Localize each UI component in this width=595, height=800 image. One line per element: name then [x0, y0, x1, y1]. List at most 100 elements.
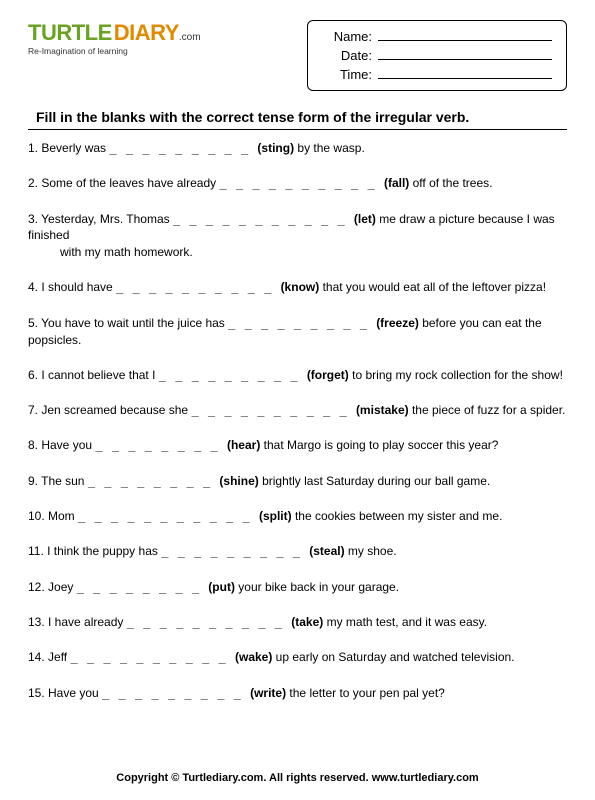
verb-hint: (steal) — [309, 544, 344, 558]
question-pre: I should have — [41, 280, 116, 294]
question-item: 5. You have to wait until the juice has … — [28, 315, 567, 349]
question-pre: Have you — [48, 686, 102, 700]
answer-blank[interactable]: _ _ _ _ _ _ _ _ _ _ — [219, 176, 384, 190]
question-number: 4. — [28, 280, 41, 294]
question-number: 3. — [28, 212, 41, 226]
answer-blank[interactable]: _ _ _ _ _ _ _ _ _ _ — [127, 615, 292, 629]
question-item: 8. Have you _ _ _ _ _ _ _ _ (hear) that … — [28, 437, 567, 454]
logo-text: TURTLE DIARY .com — [28, 20, 201, 46]
question-pre: Jeff — [48, 650, 70, 664]
question-item: 12. Joey _ _ _ _ _ _ _ _ (put) your bike… — [28, 579, 567, 596]
question-item: 2. Some of the leaves have already _ _ _… — [28, 175, 567, 192]
question-item: 4. I should have _ _ _ _ _ _ _ _ _ _ (kn… — [28, 279, 567, 296]
verb-hint: (hear) — [227, 438, 260, 452]
answer-blank[interactable]: _ _ _ _ _ _ _ _ _ — [228, 316, 376, 330]
time-row: Time: — [322, 65, 552, 82]
questions-list: 1. Beverly was _ _ _ _ _ _ _ _ _ (sting)… — [28, 140, 567, 701]
separator — [28, 129, 567, 130]
answer-blank[interactable]: _ _ _ _ _ _ _ _ _ _ — [116, 280, 281, 294]
question-number: 13. — [28, 615, 48, 629]
question-item: 11. I think the puppy has _ _ _ _ _ _ _ … — [28, 543, 567, 560]
answer-blank[interactable]: _ _ _ _ _ _ _ _ — [88, 474, 220, 488]
answer-blank[interactable]: _ _ _ _ _ _ _ _ _ — [159, 368, 307, 382]
question-post: up early on Saturday and watched televis… — [272, 650, 514, 664]
answer-blank[interactable]: _ _ _ _ _ _ _ _ _ — [109, 141, 257, 155]
question-post: the piece of fuzz for a spider. — [409, 403, 566, 417]
logo: TURTLE DIARY .com Re-Imagination of lear… — [28, 20, 201, 56]
question-pre: Mom — [48, 509, 78, 523]
logo-part2: DIARY — [114, 20, 179, 46]
question-number: 14. — [28, 650, 48, 664]
answer-blank[interactable]: _ _ _ _ _ _ _ _ _ — [102, 686, 250, 700]
question-number: 12. — [28, 580, 48, 594]
question-item: 13. I have already _ _ _ _ _ _ _ _ _ _ (… — [28, 614, 567, 631]
answer-blank[interactable]: _ _ _ _ _ _ _ _ — [77, 580, 209, 594]
question-continuation: with my math homework. — [28, 244, 567, 261]
answer-blank[interactable]: _ _ _ _ _ _ _ _ _ _ — [70, 650, 235, 664]
verb-hint: (take) — [291, 615, 323, 629]
question-post: my math test, and it was easy. — [323, 615, 487, 629]
verb-hint: (freeze) — [376, 316, 419, 330]
question-item: 15. Have you _ _ _ _ _ _ _ _ _ (write) t… — [28, 685, 567, 702]
question-number: 2. — [28, 176, 41, 190]
question-pre: I cannot believe that I — [41, 368, 158, 382]
header: TURTLE DIARY .com Re-Imagination of lear… — [28, 20, 567, 91]
verb-hint: (know) — [281, 280, 320, 294]
question-item: 10. Mom _ _ _ _ _ _ _ _ _ _ _ (split) th… — [28, 508, 567, 525]
question-post: off of the trees. — [409, 176, 492, 190]
logo-dotcom: .com — [179, 32, 201, 43]
question-item: 9. The sun _ _ _ _ _ _ _ _ (shine) brigh… — [28, 473, 567, 490]
question-item: 14. Jeff _ _ _ _ _ _ _ _ _ _ (wake) up e… — [28, 649, 567, 666]
question-number: 7. — [28, 403, 41, 417]
date-label: Date: — [322, 48, 372, 63]
name-row: Name: — [322, 27, 552, 44]
question-number: 15. — [28, 686, 48, 700]
question-pre: Yesterday, Mrs. Thomas — [41, 212, 173, 226]
question-post: brightly last Saturday during our ball g… — [259, 474, 490, 488]
date-row: Date: — [322, 46, 552, 63]
question-pre: Joey — [48, 580, 77, 594]
question-pre: You have to wait until the juice has — [41, 316, 228, 330]
name-label: Name: — [322, 29, 372, 44]
question-number: 10. — [28, 509, 48, 523]
verb-hint: (let) — [354, 212, 376, 226]
date-field[interactable] — [378, 46, 552, 60]
question-pre: I have already — [48, 615, 127, 629]
question-post: the letter to your pen pal yet? — [286, 686, 445, 700]
question-pre: I think the puppy has — [47, 544, 161, 558]
worksheet-page: TURTLE DIARY .com Re-Imagination of lear… — [0, 0, 595, 800]
question-number: 11. — [28, 544, 47, 558]
question-post: that Margo is going to play soccer this … — [260, 438, 498, 452]
verb-hint: (wake) — [235, 650, 272, 664]
answer-blank[interactable]: _ _ _ _ _ _ _ _ — [95, 438, 227, 452]
question-pre: Have you — [41, 438, 95, 452]
question-post: your bike back in your garage. — [235, 580, 399, 594]
verb-hint: (mistake) — [356, 403, 409, 417]
question-pre: Some of the leaves have already — [41, 176, 219, 190]
question-number: 1. — [28, 141, 41, 155]
name-field[interactable] — [378, 27, 552, 41]
question-post: to bring my rock collection for the show… — [349, 368, 563, 382]
question-number: 5. — [28, 316, 41, 330]
question-post: my shoe. — [345, 544, 397, 558]
answer-blank[interactable]: _ _ _ _ _ _ _ _ _ _ _ — [173, 212, 354, 226]
time-label: Time: — [322, 67, 372, 82]
verb-hint: (split) — [259, 509, 292, 523]
verb-hint: (shine) — [219, 474, 258, 488]
logo-tagline: Re-Imagination of learning — [28, 46, 201, 56]
question-item: 1. Beverly was _ _ _ _ _ _ _ _ _ (sting)… — [28, 140, 567, 157]
verb-hint: (put) — [208, 580, 235, 594]
answer-blank[interactable]: _ _ _ _ _ _ _ _ _ _ — [191, 403, 356, 417]
question-item: 3. Yesterday, Mrs. Thomas _ _ _ _ _ _ _ … — [28, 211, 567, 261]
verb-hint: (fall) — [384, 176, 409, 190]
question-item: 6. I cannot believe that I _ _ _ _ _ _ _… — [28, 367, 567, 384]
answer-blank[interactable]: _ _ _ _ _ _ _ _ _ _ _ — [78, 509, 259, 523]
instruction: Fill in the blanks with the correct tens… — [28, 109, 567, 125]
question-number: 8. — [28, 438, 41, 452]
info-box: Name: Date: Time: — [307, 20, 567, 91]
time-field[interactable] — [378, 65, 552, 79]
verb-hint: (write) — [250, 686, 286, 700]
question-number: 6. — [28, 368, 41, 382]
logo-part1: TURTLE — [28, 20, 112, 46]
answer-blank[interactable]: _ _ _ _ _ _ _ _ _ — [161, 544, 309, 558]
